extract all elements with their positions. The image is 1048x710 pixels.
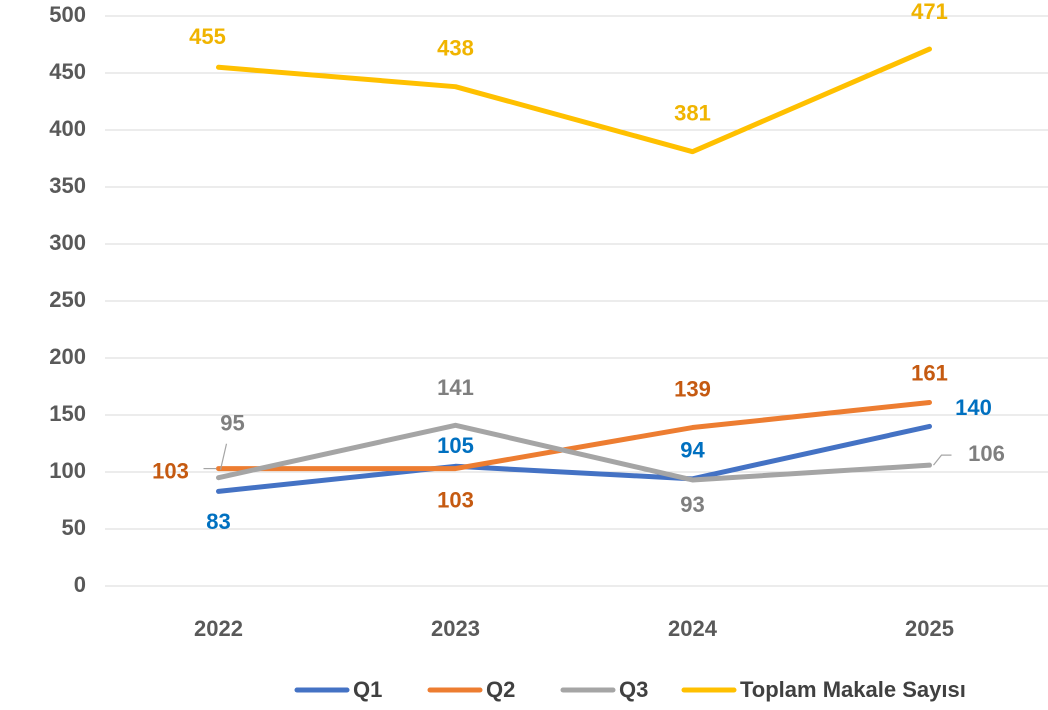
- y-tick-label: 400: [49, 116, 86, 141]
- y-tick-label: 150: [49, 401, 86, 426]
- legend-label: Q2: [486, 677, 515, 702]
- data-label: 141: [437, 375, 474, 400]
- data-label: 455: [189, 24, 226, 49]
- y-tick-label: 200: [49, 344, 86, 369]
- data-label: 105: [437, 433, 474, 458]
- data-label: 94: [680, 438, 705, 463]
- y-tick-label: 350: [49, 173, 86, 198]
- y-tick-label: 0: [74, 572, 86, 597]
- data-label: 381: [674, 100, 711, 125]
- data-label: 103: [437, 487, 474, 512]
- data-label: 139: [674, 376, 711, 401]
- data-label: 471: [911, 0, 948, 24]
- data-label: 83: [206, 509, 230, 534]
- legend-label: Q3: [619, 677, 648, 702]
- data-label: 438: [437, 35, 474, 60]
- x-tick-label: 2024: [668, 616, 718, 641]
- y-tick-label: 250: [49, 287, 86, 312]
- x-tick-label: 2023: [431, 616, 480, 641]
- data-label: 95: [220, 411, 244, 436]
- x-tick-label: 2025: [905, 616, 954, 641]
- legend-label: Q1: [353, 677, 382, 702]
- x-tick-label: 2022: [194, 616, 243, 641]
- series-line: [216, 423, 932, 494]
- y-tick-label: 50: [62, 515, 86, 540]
- data-label: 93: [680, 492, 704, 517]
- y-tick-label: 450: [49, 59, 86, 84]
- data-label: 161: [911, 360, 948, 385]
- y-tick-label: 300: [49, 230, 86, 255]
- data-label: 140: [955, 395, 992, 420]
- series-line: [216, 399, 932, 472]
- y-tick-label: 100: [49, 458, 86, 483]
- data-label: 106: [968, 441, 1005, 466]
- y-tick-label: 500: [49, 2, 86, 27]
- leader-line: [933, 454, 952, 466]
- data-label: 103: [152, 458, 189, 483]
- series-line: [216, 422, 932, 483]
- leader-line: [219, 443, 228, 470]
- legend-label: Toplam Makale Sayısı: [740, 677, 966, 702]
- series-line: [216, 46, 932, 155]
